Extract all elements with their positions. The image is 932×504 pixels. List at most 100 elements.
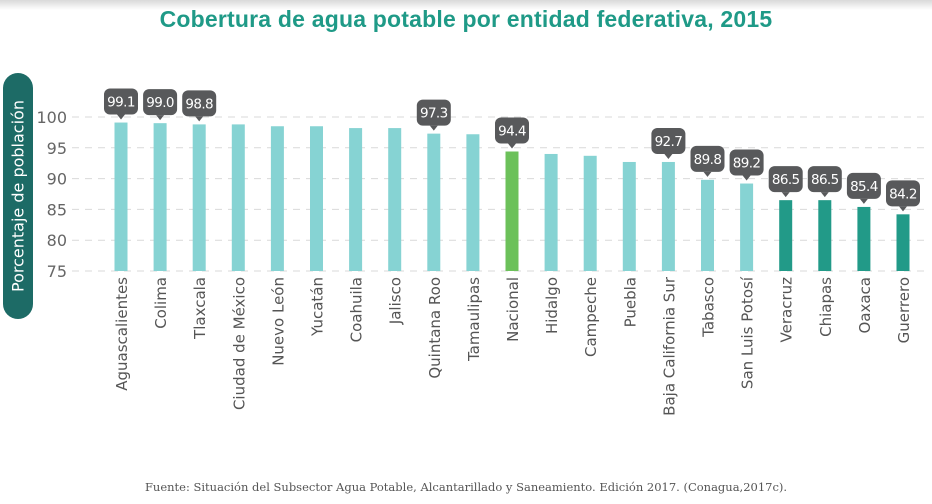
data-label-callout: 85.4	[846, 172, 881, 204]
bar-oaxaca	[857, 206, 871, 271]
bar-veracruz	[779, 200, 793, 271]
callout-pointer	[664, 153, 673, 159]
callout-pointer	[742, 175, 751, 181]
callout-pointer	[117, 114, 125, 120]
y-tick-label: 100	[36, 108, 67, 127]
category-label: Nacional	[504, 277, 522, 342]
category-label: Aguascalientes	[113, 277, 131, 391]
callout-box	[846, 172, 881, 199]
bar-tamaulipas	[466, 134, 480, 271]
category-label: Tabasco	[700, 277, 718, 338]
category-label: Guerrero	[895, 277, 913, 343]
y-tick-label: 85	[47, 200, 67, 219]
bar-yucatán	[310, 126, 323, 272]
bar-baja-california-sur	[661, 161, 675, 271]
data-labels: 99.1 99.0 98.8 97.3 94.4 92.7 89.8 89.2 86.5 86.5…	[104, 88, 920, 212]
category-label: Quintana Roo	[426, 277, 444, 379]
callout-box	[182, 90, 217, 117]
callout-pointer	[820, 192, 829, 198]
callout-box	[495, 117, 529, 144]
category-label: Baja California Sur	[660, 276, 678, 416]
callout-box	[143, 89, 178, 116]
bar-san-luis-potosí	[740, 183, 754, 271]
callout-box	[768, 166, 803, 193]
callout-box	[729, 149, 764, 176]
category-label: Puebla	[621, 277, 639, 327]
category-label: Veracruz	[778, 277, 796, 343]
callout-pointer	[899, 206, 907, 212]
bar-puebla	[622, 161, 636, 271]
data-label-callout: 97.3	[416, 99, 451, 131]
category-label: Tlaxcala	[191, 277, 209, 340]
category-labels: Aguascalientes Colima Tlaxcala Ciudad de Mé…	[113, 276, 913, 416]
callout-box	[651, 127, 686, 154]
y-axis-ticks: 75 80 85 90 95 100	[36, 108, 67, 281]
data-label-callout: 86.5	[768, 166, 803, 198]
bar-jalisco	[388, 128, 402, 271]
callout-box	[416, 99, 451, 126]
data-label-callout: 94.4	[495, 117, 529, 149]
y-tick-label: 95	[47, 139, 67, 158]
bar-aguascalientes	[114, 122, 128, 271]
callout-pointer	[156, 115, 165, 121]
data-label: 85.4	[850, 179, 878, 195]
category-label: Colima	[152, 277, 170, 329]
data-label-callout: 89.2	[729, 149, 764, 181]
data-label-callout: 89.8	[690, 145, 725, 177]
category-label: Nuevo León	[269, 277, 287, 366]
bar-tabasco	[701, 179, 714, 271]
data-label: 89.2	[733, 156, 761, 172]
y-tick-label: 80	[47, 231, 67, 250]
category-label: Campeche	[582, 277, 600, 357]
bar-hidalgo	[544, 153, 558, 271]
callout-pointer	[703, 171, 712, 177]
data-label: 97.3	[420, 106, 448, 122]
data-label: 84.2	[889, 186, 917, 202]
data-label-callout: 92.7	[651, 127, 686, 159]
callout-pointer	[781, 192, 790, 198]
data-label: 99.0	[146, 95, 174, 111]
data-label: 86.5	[772, 172, 800, 188]
data-label: 99.1	[107, 95, 135, 111]
callout-box	[690, 145, 725, 172]
bar-nacional	[505, 151, 519, 271]
category-label: Hidalgo	[543, 277, 561, 334]
bar-nuevo-león	[270, 126, 284, 272]
data-label: 89.8	[694, 152, 722, 168]
callout-pointer	[859, 198, 868, 204]
bar-guerrero	[896, 214, 910, 271]
bar-chart: 75 80 85 90 95 100 99.1 99.0 98.8 97.3 94.4 92.7 89…	[36, 88, 925, 416]
chart-title: Cobertura de agua potable por entidad fe…	[159, 6, 773, 32]
data-label: 98.8	[185, 96, 213, 112]
data-label-callout: 99.0	[143, 89, 178, 121]
callout-box	[807, 166, 842, 193]
y-tick-label: 75	[47, 262, 67, 281]
category-label: Ciudad de México	[230, 277, 248, 410]
bar-coahuila	[349, 128, 363, 271]
top-shadow	[0, 0, 932, 10]
data-label-callout: 99.1	[104, 88, 138, 120]
data-label: 94.4	[498, 123, 526, 139]
data-label-callout: 86.5	[807, 166, 842, 198]
y-tick-label: 90	[47, 170, 67, 189]
bar-ciudad-de-méxico	[231, 124, 245, 271]
callout-pointer	[429, 125, 438, 131]
bar-campeche	[583, 155, 597, 271]
data-label-callout: 98.8	[182, 90, 217, 122]
callout-box	[104, 88, 138, 115]
callout-pointer	[508, 143, 516, 149]
bar-tlaxcala	[192, 124, 206, 271]
y-axis-label-pill: Porcentaje de población	[3, 73, 33, 319]
category-label: San Luis Potosí	[739, 276, 757, 389]
bar-quintana-roo	[427, 133, 441, 271]
category-label: Jalisco	[387, 277, 405, 325]
callout-box	[886, 180, 920, 207]
category-label: Chiapas	[817, 277, 835, 337]
source-note: Fuente: Situación del Subsector Agua Pot…	[144, 480, 788, 494]
bars	[114, 122, 910, 272]
category-label: Oaxaca	[856, 277, 874, 334]
data-label: 86.5	[811, 172, 839, 188]
data-label-callout: 84.2	[886, 180, 920, 212]
category-label: Yucatán	[309, 277, 327, 337]
callout-pointer	[195, 116, 204, 122]
